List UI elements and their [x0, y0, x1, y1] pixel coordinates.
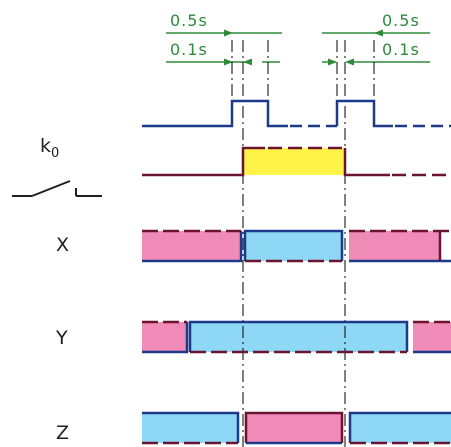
z-signal [142, 411, 451, 445]
arrowhead-right-inner-b [345, 58, 354, 66]
x-pink-fill-right [349, 231, 440, 261]
x-blue-fill [245, 231, 342, 261]
z-blue-fill-left [142, 413, 238, 443]
x-pink-fill-left [142, 231, 241, 261]
arrowhead-right-outer [374, 29, 383, 37]
y-pink-fill-right [413, 322, 451, 352]
arrowhead-left-outer [224, 29, 233, 37]
switch-blade [31, 180, 71, 197]
arrowhead-right-inner-a [328, 58, 337, 66]
y-navy-outline-left [142, 322, 189, 354]
switch-contact-icon [12, 180, 102, 197]
k0-falling-edge [343, 148, 390, 177]
row-label-y: Y [55, 327, 68, 349]
z-pink-fill [246, 413, 342, 443]
dim-right-outer-label: 0.5s [382, 11, 420, 30]
x-signal [142, 229, 451, 263]
y-pink-fill-left [142, 322, 187, 352]
arrowhead-left-inner-a [224, 58, 233, 66]
z-navy-outline-right [348, 411, 451, 443]
x-navy-outline-left [142, 231, 243, 263]
z-blue-fill-right [350, 413, 451, 443]
dimension-arrowheads [224, 29, 383, 66]
z-maroon-outline-mid [244, 411, 344, 443]
x-navy-outline-mid [243, 229, 344, 261]
row-label-z: Z [56, 422, 69, 444]
dim-left-outer-label: 0.5s [170, 11, 208, 30]
y-blue-fill [190, 322, 407, 352]
pulse-waveform [142, 99, 288, 128]
z-navy-outline-left [142, 411, 240, 443]
pulse-signal [142, 99, 451, 128]
arrowhead-left-inner-b [243, 58, 252, 66]
dim-right-inner-label: 0.1s [382, 40, 420, 59]
row-label-k0-main: k [40, 135, 51, 157]
k0-on-fill [243, 148, 345, 175]
dim-left-inner-label: 0.1s [170, 40, 208, 59]
k0-signal [142, 146, 451, 177]
k0-waveform [142, 146, 265, 177]
row-label-k0: k0 [40, 135, 59, 161]
y-signal [142, 320, 451, 354]
row-label-x: X [56, 234, 69, 256]
y-navy-outline-mid [188, 320, 409, 352]
pulse-waveform-2 [335, 99, 393, 128]
row-label-k0-subscript: 0 [51, 146, 59, 161]
